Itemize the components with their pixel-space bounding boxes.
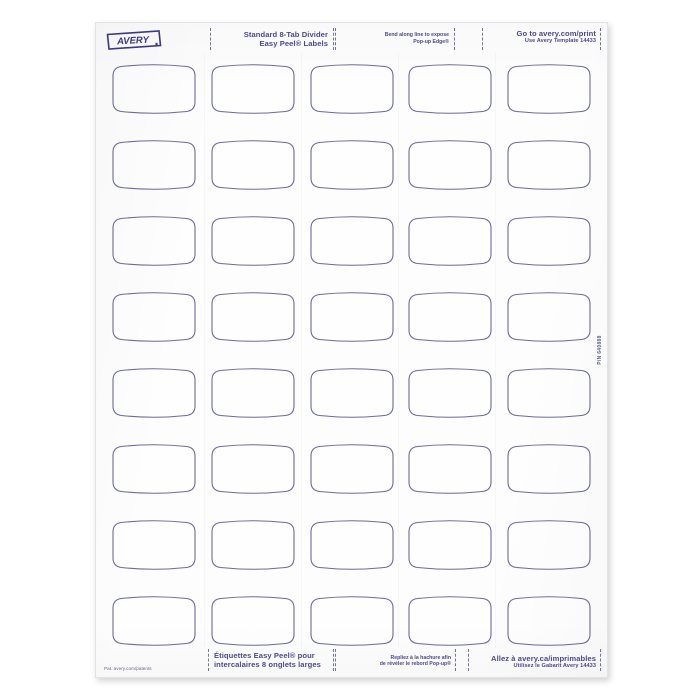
label-cell[interactable] [308, 215, 396, 267]
label-cell[interactable] [308, 595, 396, 647]
dashed-separator [334, 28, 336, 50]
label-cell[interactable] [308, 443, 396, 495]
label-cell[interactable] [209, 291, 297, 343]
column-guide [204, 53, 205, 647]
label-cell[interactable] [308, 63, 396, 115]
footer-etiquettes-fr: Étiquettes Easy Peel® pour intercalaires… [214, 651, 330, 670]
label-cell[interactable] [406, 215, 494, 267]
column-guide [301, 53, 302, 647]
header-bend-instruction: Bend along line to expose Pop-up Edge® [339, 32, 449, 46]
dashed-separator [208, 649, 209, 671]
label-cell[interactable] [209, 63, 297, 115]
label-cell[interactable] [110, 367, 198, 419]
svg-text:AVERY: AVERY [116, 35, 151, 48]
label-cell[interactable] [110, 139, 198, 191]
footer-repliez-fr-line1: Repliez à la hachure afin [390, 654, 451, 661]
label-cell[interactable] [209, 443, 297, 495]
label-cell[interactable] [505, 63, 593, 115]
label-cell[interactable] [406, 291, 494, 343]
label-row [96, 595, 607, 647]
footer-etiquettes-fr-line1: Étiquettes Easy Peel® pour [214, 650, 315, 660]
dashed-separator [482, 28, 483, 50]
label-cell[interactable] [110, 63, 198, 115]
label-cell[interactable] [406, 519, 494, 571]
header-goto-print-url[interactable]: Go to avery.com/print [516, 29, 596, 38]
label-sheet: AVERY Standard 8-Tab Divider Easy Peel® … [95, 22, 608, 678]
sheet-header: AVERY Standard 8-Tab Divider Easy Peel® … [96, 23, 607, 57]
label-cell[interactable] [406, 63, 494, 115]
dashed-separator [333, 649, 334, 671]
footer-patents-note: Pat. avery.com/patents [104, 666, 152, 671]
dashed-separator [468, 649, 469, 671]
label-row [96, 63, 607, 115]
label-cell[interactable] [505, 519, 593, 571]
dashed-separator [600, 649, 601, 671]
label-cell[interactable] [308, 291, 396, 343]
label-cell[interactable] [505, 367, 593, 419]
label-row [96, 519, 607, 571]
label-cell[interactable] [110, 215, 198, 267]
header-standard-divider-line1: Standard 8-Tab Divider [243, 30, 328, 39]
label-cell[interactable] [308, 139, 396, 191]
footer-etiquettes-fr-line2: intercalaires 8 onglets larges [214, 659, 321, 669]
sheet-footer: Étiquettes Easy Peel® pour intercalaires… [96, 641, 607, 677]
footer-repliez-fr: Repliez à la hachure afin de révéler le … [339, 655, 451, 669]
label-cell[interactable] [505, 139, 593, 191]
label-cell[interactable] [110, 291, 198, 343]
footer-allez-fr-template: Utilisez le Gabarit Avery 14433 [513, 663, 596, 670]
header-standard-divider-line2: Easy Peel® Labels [259, 39, 328, 49]
dashed-separator [454, 28, 455, 50]
label-cell[interactable] [505, 291, 593, 343]
label-cell[interactable] [406, 443, 494, 495]
label-row [96, 443, 607, 495]
header-goto-print[interactable]: Go to avery.com/print Use Avery Template… [488, 29, 596, 45]
label-row [96, 215, 607, 267]
label-row [96, 291, 607, 343]
dashed-separator [455, 649, 456, 671]
label-cell[interactable] [209, 519, 297, 571]
header-standard-divider: Standard 8-Tab Divider Easy Peel® Labels [216, 30, 328, 49]
dashed-separator [210, 28, 211, 50]
header-bend-instruction-line2: Pop-up Edge® [413, 38, 449, 45]
label-cell[interactable] [406, 595, 494, 647]
label-cell[interactable] [209, 595, 297, 647]
avery-logo: AVERY [106, 29, 162, 51]
dashed-separator [333, 28, 334, 50]
label-cell[interactable] [505, 215, 593, 267]
label-row [96, 139, 607, 191]
footer-repliez-fr-line2: de révéler le rebord Pop-up® [379, 661, 451, 668]
label-cell[interactable] [209, 215, 297, 267]
footer-allez-fr-url[interactable]: Allez à avery.ca/imprimables [491, 653, 596, 663]
label-grid [96, 57, 607, 646]
header-goto-print-template: Use Avery Template 14433 [524, 38, 596, 45]
header-bend-instruction-line1: Bend along line to expose [384, 32, 449, 38]
label-cell[interactable] [308, 519, 396, 571]
label-cell[interactable] [406, 139, 494, 191]
label-row [96, 367, 607, 419]
footer-allez-fr[interactable]: Allez à avery.ca/imprimables Utilisez le… [474, 654, 596, 670]
label-cell[interactable] [209, 367, 297, 419]
dashed-separator [600, 28, 601, 50]
dashed-separator [334, 649, 336, 671]
label-cell[interactable] [308, 367, 396, 419]
label-cell[interactable] [406, 367, 494, 419]
label-cell[interactable] [110, 519, 198, 571]
column-guide [398, 53, 399, 647]
column-guide [495, 53, 496, 647]
label-cell[interactable] [110, 595, 198, 647]
label-cell[interactable] [505, 595, 593, 647]
label-cell[interactable] [209, 139, 297, 191]
label-cell[interactable] [505, 443, 593, 495]
label-cell[interactable] [110, 443, 198, 495]
